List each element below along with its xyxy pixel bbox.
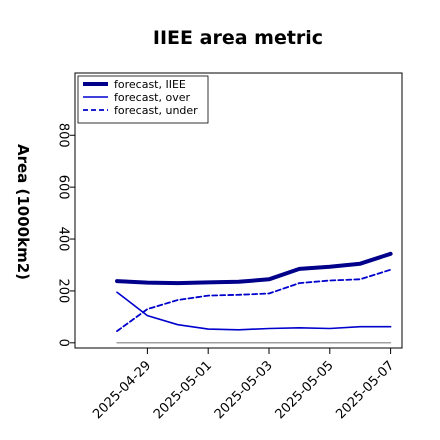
series-line-forecast-over [116, 291, 392, 331]
legend-label: forecast, IIEE [114, 78, 186, 91]
x-tick-label: 2025-05-07 [333, 358, 397, 422]
y-axis-label: Area (1000km2) [14, 144, 32, 280]
y-tick-label: 400 [56, 227, 71, 252]
legend-label: forecast, over [114, 91, 190, 104]
x-tick-label: 2025-05-05 [273, 358, 337, 422]
y-axis: 0 200 400 600 800 [56, 123, 75, 347]
x-tick-label: 2025-04-29 [90, 358, 154, 422]
y-tick-label: 600 [56, 175, 71, 200]
series-line-forecast-under [116, 268, 392, 333]
x-tick-label: 2025-05-01 [151, 358, 215, 422]
legend-label: forecast, under [114, 104, 198, 117]
x-axis: 2025-04-292025-05-012025-05-032025-05-05… [90, 348, 397, 422]
y-tick-label: 200 [56, 279, 71, 304]
x-tick-label: 2025-05-03 [212, 358, 276, 422]
y-tick-label: 0 [56, 339, 71, 347]
y-tick-label: 800 [56, 123, 71, 148]
chart-title: IIEE area metric [153, 27, 323, 49]
plot-frame [74, 72, 403, 349]
series-layer [115, 251, 393, 344]
series-line-forecast-iiee [115, 251, 393, 286]
